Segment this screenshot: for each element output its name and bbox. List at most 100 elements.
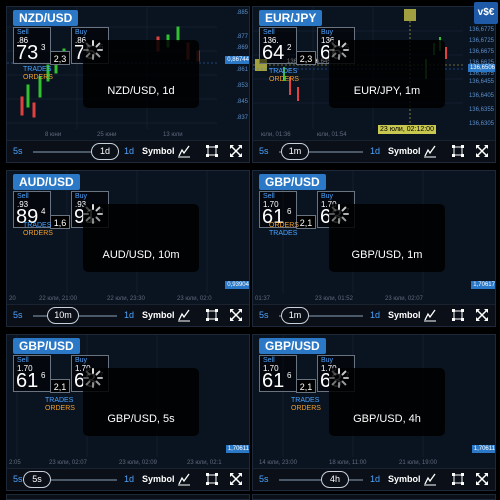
orders-link[interactable]: ORDERS (23, 74, 53, 81)
timeframe-max-label: 1d (124, 474, 135, 484)
sell-button[interactable]: Sell 136. 64 2 (259, 27, 297, 64)
fit-screen-icon[interactable] (205, 144, 219, 158)
sell-button[interactable]: Sell 1.70 61 6 (259, 191, 297, 228)
chart-area[interactable]: 1,70611 14 юли, 23:00 18 юли, 11:00 21 ю… (253, 335, 495, 471)
symbol-title[interactable]: GBP/USD (259, 174, 326, 190)
time-label: 23 юли, 01:52 (315, 296, 353, 302)
sell-button[interactable]: Sell 1.70 61 6 (259, 355, 297, 392)
current-price-tag: 1,70611 (225, 445, 249, 453)
currency-switch-button[interactable]: v$€ (474, 2, 498, 24)
symbol-button[interactable]: Symbol (142, 310, 175, 320)
sell-button[interactable]: Sell 1.70 61 6 (13, 355, 51, 392)
fit-screen-icon[interactable] (205, 308, 219, 322)
time-label: 23 юли, 02:1 (187, 460, 222, 466)
expand-icon[interactable] (229, 144, 243, 158)
symbol-title[interactable]: EUR/JPY (259, 10, 323, 26)
fit-screen-icon[interactable] (451, 308, 465, 322)
trades-link[interactable]: TRADES (45, 397, 74, 404)
trades-link[interactable]: TRADES (23, 222, 52, 229)
symbol-title[interactable]: NZD/USD (13, 10, 79, 26)
orders-link[interactable]: ORDERS (23, 230, 53, 237)
trades-link[interactable]: TRADES (291, 397, 320, 404)
chart-panel-gbpusd-5s: 1,70611 2:05 23 юли, 02:07 23 юли, 02:09… (6, 334, 250, 491)
spread-value: 2,3 (50, 51, 70, 65)
orders-link[interactable]: ORDERS (45, 405, 75, 412)
timeframe-slider[interactable] (33, 479, 117, 481)
sell-price-big: 61 (16, 370, 39, 392)
chart-panel-gbpusd-1m: 1,70617 01:37 23 юли, 01:52 23 юли, 02:0… (252, 170, 496, 327)
symbol-button[interactable]: Symbol (388, 310, 421, 320)
next-row-panel (6, 494, 250, 500)
buy-price-prefix: .86 (75, 36, 87, 45)
current-price-tag: 1,70617 (471, 281, 495, 289)
fit-screen-icon[interactable] (451, 144, 465, 158)
trades-link[interactable]: TRADES (269, 68, 298, 75)
expand-icon[interactable] (475, 472, 489, 486)
fit-screen-icon[interactable] (205, 472, 219, 486)
loading-spinner-icon (329, 204, 349, 224)
price-label: .861 (236, 67, 248, 73)
price-label: 136,6305 (468, 121, 494, 127)
time-label: 23 юли, 02:07 (385, 296, 423, 302)
symbol-title[interactable]: GBP/USD (13, 338, 80, 354)
symbol-button[interactable]: Symbol (142, 474, 175, 484)
draw-tool-icon[interactable] (423, 472, 437, 486)
current-price-tag: 0,93904 (225, 281, 249, 289)
current-price-tag: 0,86744 (225, 56, 249, 64)
draw-tool-icon[interactable] (177, 144, 191, 158)
price-label: .885 (236, 10, 248, 16)
time-label: 14 юли, 23:00 (259, 460, 297, 466)
sell-button[interactable]: Sell .86 73 3 (13, 27, 51, 64)
trades-link[interactable]: TRADES (269, 230, 298, 237)
time-label: 8 юни (45, 132, 62, 138)
timeframe-handle[interactable]: 1d (91, 143, 119, 160)
orders-link[interactable]: ORDERS (269, 76, 299, 83)
fit-screen-icon[interactable] (451, 472, 465, 486)
sell-price-big: 61 (262, 370, 285, 392)
expand-icon[interactable] (229, 472, 243, 486)
trades-link[interactable]: TRADES (23, 66, 52, 73)
symbol-title[interactable]: GBP/USD (259, 338, 326, 354)
orders-link[interactable]: ORDERS (269, 222, 299, 229)
sell-price-prefix: 1.70 (17, 364, 33, 373)
timeframe-slider[interactable] (279, 151, 363, 153)
timeframe-handle[interactable]: 5s (23, 471, 51, 488)
sell-label: Sell (263, 193, 275, 200)
expand-icon[interactable] (475, 308, 489, 322)
price-label: .837 (236, 115, 248, 121)
sell-button[interactable]: Sell .93 89 4 (13, 191, 51, 228)
sell-price-pip: 6 (41, 371, 46, 380)
timeframe-slider[interactable] (33, 151, 117, 153)
chart-area[interactable]: 136,6775 136,6725 136,6675 136,6625 136,… (253, 7, 495, 143)
timeframe-handle[interactable]: 4h (321, 471, 349, 488)
time-label: 20 (9, 296, 16, 302)
timeframe-handle[interactable]: 1m (281, 307, 309, 324)
orders-link[interactable]: ORDERS (291, 405, 321, 412)
chart-area[interactable]: 1,70617 01:37 23 юли, 01:52 23 юли, 02:0… (253, 171, 495, 307)
timeframe-handle[interactable]: 1m (281, 143, 309, 160)
draw-tool-icon[interactable] (423, 308, 437, 322)
timeframe-max-label: 1d (370, 310, 381, 320)
symbol-button[interactable]: Symbol (142, 146, 175, 156)
draw-tool-icon[interactable] (177, 472, 191, 486)
loading-overlay: EUR/JPY, 1m (329, 40, 445, 108)
draw-tool-icon[interactable] (177, 308, 191, 322)
chart-area[interactable]: 0,93904 20 22 юли, 21:00 22 юли, 23:30 2… (7, 171, 249, 307)
timeframe-handle[interactable]: 10m (47, 307, 79, 324)
expand-icon[interactable] (229, 308, 243, 322)
timeframe-slider[interactable] (279, 315, 363, 317)
time-label: юли, 01:54 (317, 132, 347, 138)
symbol-title[interactable]: AUD/USD (13, 174, 80, 190)
expand-icon[interactable] (475, 144, 489, 158)
chart-area[interactable]: 1,70611 2:05 23 юли, 02:07 23 юли, 02:09… (7, 335, 249, 471)
timeframe-max-label: 1d (124, 146, 135, 156)
price-label: 136,6725 (468, 38, 494, 44)
symbol-button[interactable]: Symbol (388, 146, 421, 156)
sell-label: Sell (263, 29, 275, 36)
symbol-button[interactable]: Symbol (388, 474, 421, 484)
loading-spinner-icon (83, 204, 103, 224)
draw-tool-icon[interactable] (423, 144, 437, 158)
chart-area[interactable]: .885 .877 .869 .861 .853 .845 .837 0,867… (7, 7, 249, 143)
sell-price-prefix: .86 (17, 36, 29, 45)
loading-overlay: GBP/USD, 4h (329, 368, 445, 436)
